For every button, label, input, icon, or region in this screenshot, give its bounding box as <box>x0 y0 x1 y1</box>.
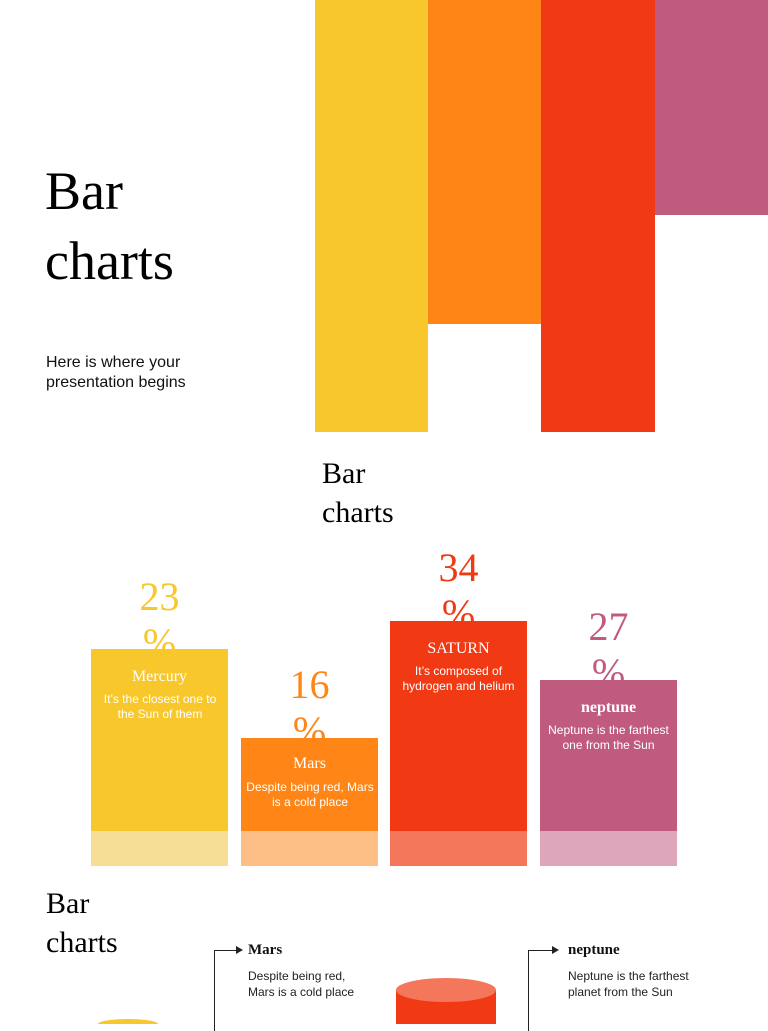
arrow-right-icon <box>552 946 559 954</box>
callout-title: neptune <box>568 942 620 958</box>
cylinder-top <box>396 978 496 1002</box>
slide2-title: Bar charts <box>322 457 394 529</box>
slide1-subtitle: Here is where your presentation begins <box>46 354 186 391</box>
bar-description: It’s the closest one to the Sun of them <box>103 692 217 721</box>
cylinder-top <box>98 1019 158 1024</box>
decor-bar-yellow <box>315 0 428 432</box>
callout-title: Mars <box>248 942 283 958</box>
bar-mars <box>241 738 378 831</box>
callout-connector <box>214 950 239 1031</box>
bar-description: It’s composed of hydrogen and helium <box>402 664 515 693</box>
bar-name: Mars <box>293 755 326 772</box>
decor-bar-pink <box>655 0 768 215</box>
bar-name: SATURN <box>427 640 490 657</box>
bar-mercury <box>91 649 228 831</box>
bar-base-mercury <box>91 831 228 866</box>
callout-description: Despite being red, Mars is a cold place <box>248 969 355 999</box>
cylinder-bar <box>396 978 496 1024</box>
percent-value: 34 <box>438 545 479 590</box>
decor-bar-red <box>541 0 655 432</box>
slide3-title: Bar charts <box>46 887 118 959</box>
bar-saturn <box>390 621 527 831</box>
bar-name: Mercury <box>131 668 188 685</box>
cylinder-bar-yellow <box>98 1019 158 1024</box>
percent-value: 23 <box>139 574 180 619</box>
bar-description: Neptune is the farthest one from the Sun <box>548 723 669 752</box>
bar-description: Despite being red, Mars is a cold place <box>246 780 374 809</box>
callout-description: Neptune is the farthest planet from the … <box>568 969 689 999</box>
slide1-title: Bar charts <box>45 161 174 292</box>
callout-connector <box>528 950 555 1031</box>
bar-base-mars <box>241 831 378 866</box>
decor-bar-orange <box>428 0 541 324</box>
bar-base-neptune <box>540 831 677 866</box>
bar-neptune <box>540 680 677 831</box>
percent-value: 27 <box>588 604 629 649</box>
percent-value: 16 <box>289 662 330 707</box>
bar-name: neptune <box>580 699 637 716</box>
bar-base-saturn <box>390 831 527 866</box>
arrow-right-icon <box>236 946 243 954</box>
